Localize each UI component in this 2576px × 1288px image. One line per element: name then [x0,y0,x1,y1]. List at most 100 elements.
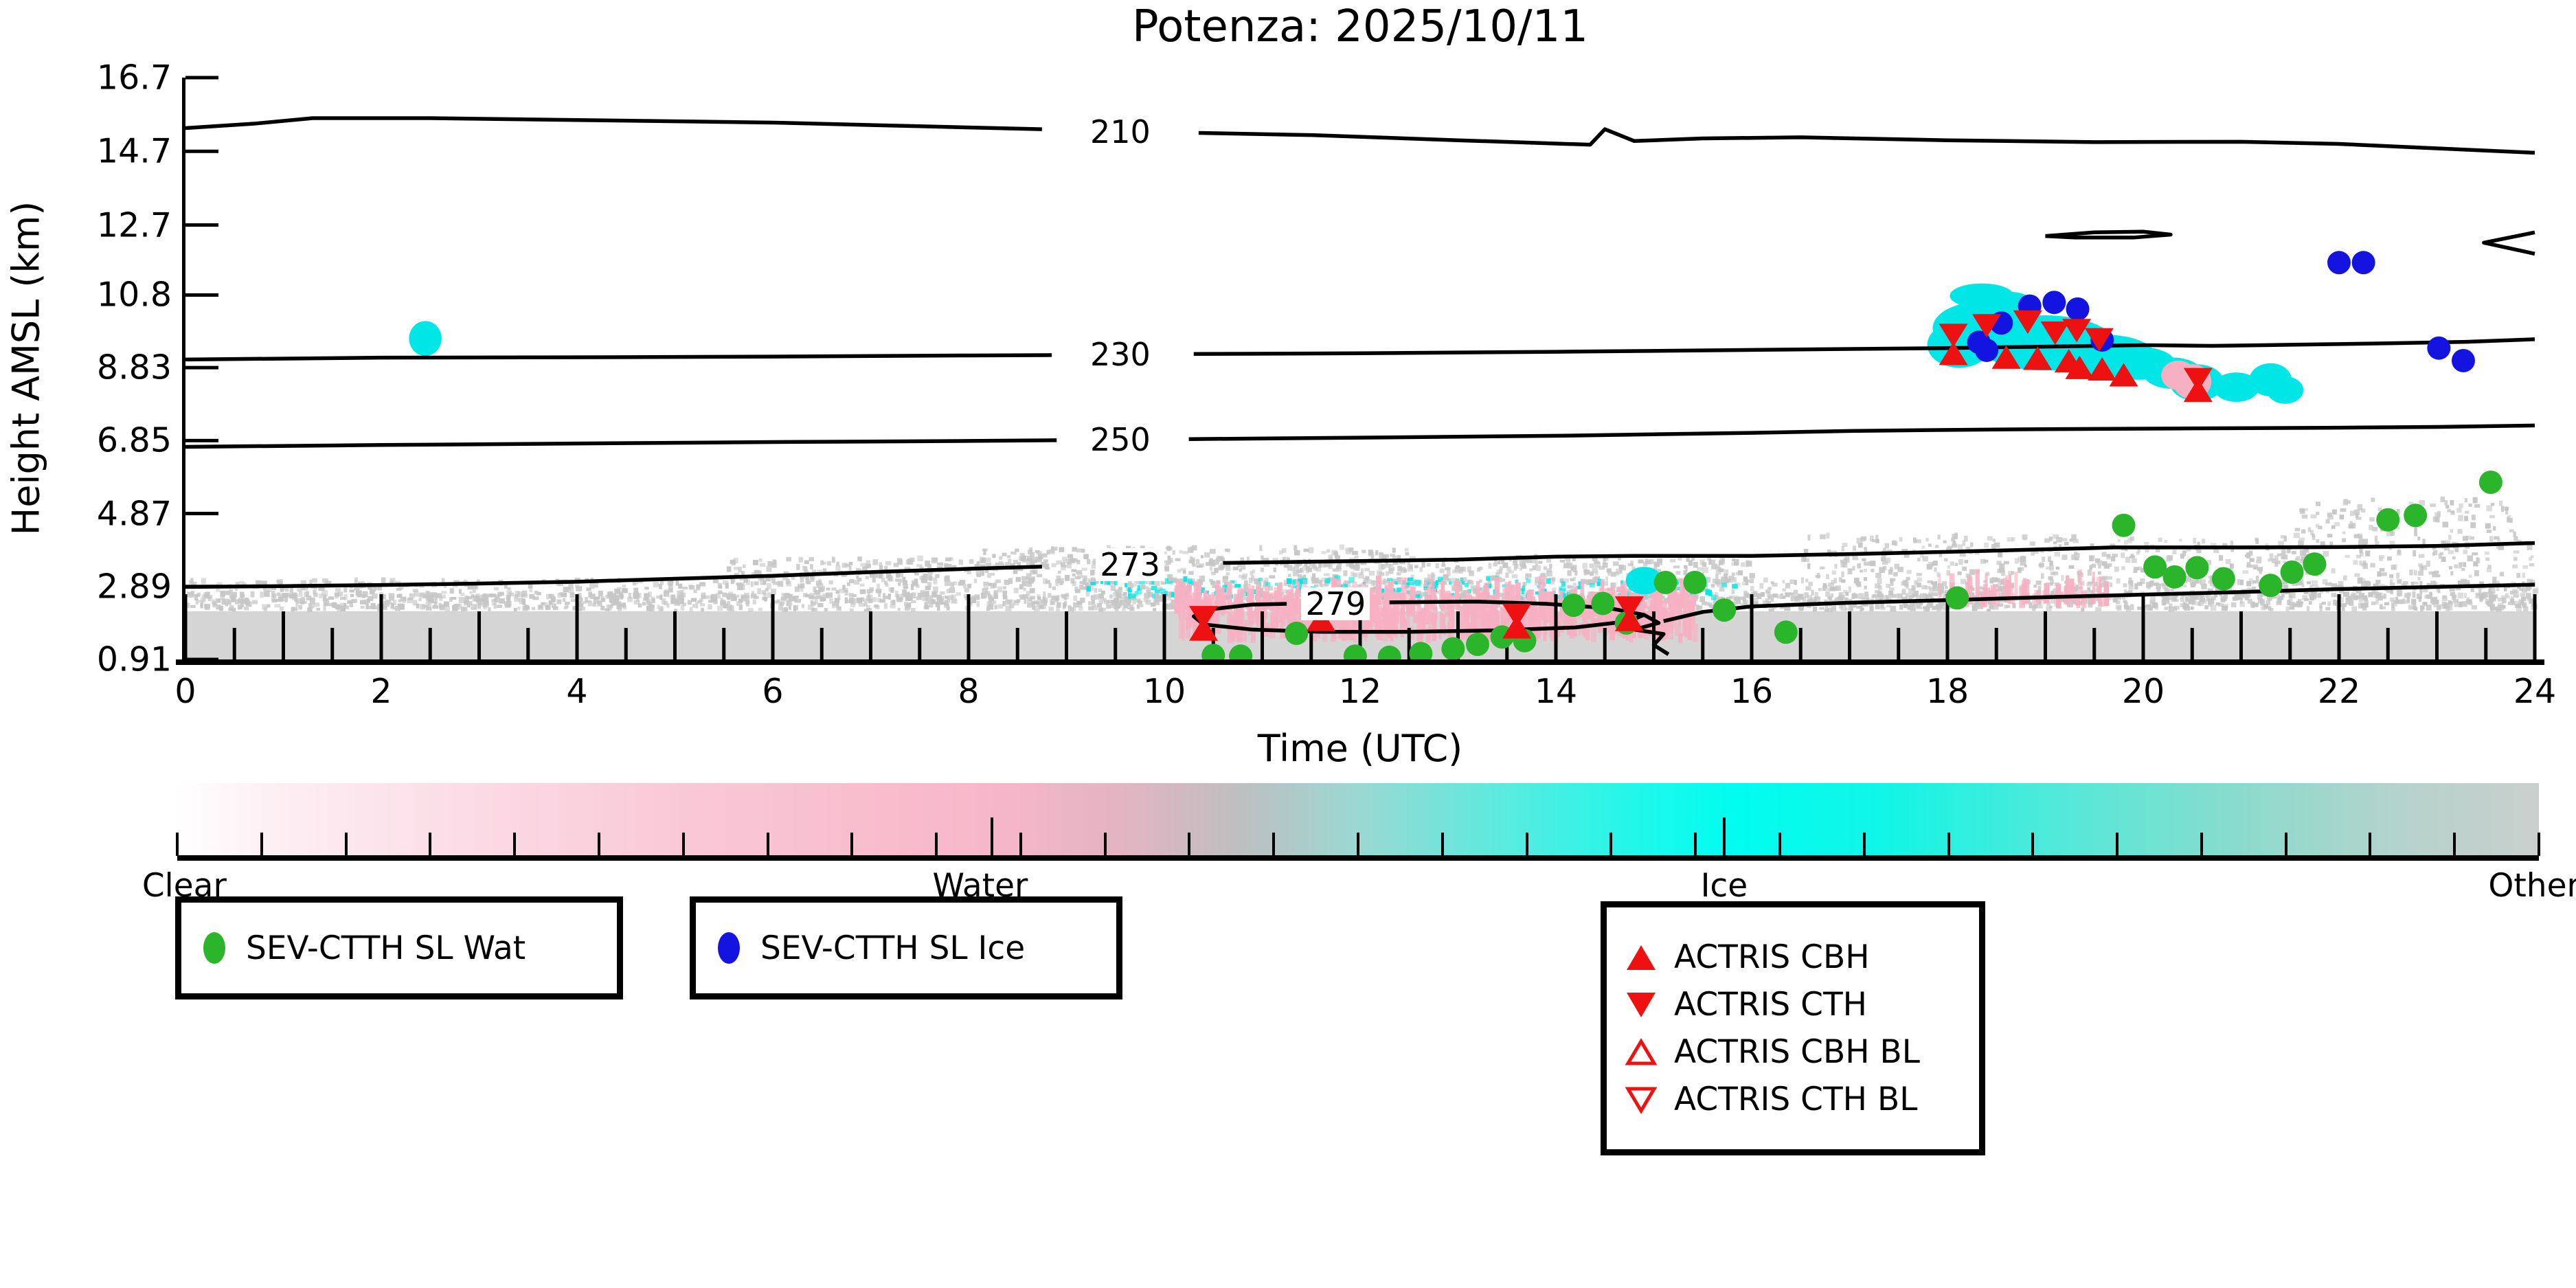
contour-fragment [2482,230,2535,256]
x-tick-label: 4 [566,672,588,711]
y-tick [185,657,218,662]
x-tick [2141,594,2145,659]
contour-230 [1193,337,2535,357]
colorbar-axis-line [177,855,2539,861]
legend-label: ACTRIS CBH [1674,938,1870,976]
contour-210 [185,116,1042,131]
pixel-blob-cyan [409,321,442,357]
legend-label: ACTRIS CTH BL [1674,1081,1918,1118]
colorbar-minor-tick [1440,833,1444,856]
colorbar-minor-tick [1609,833,1613,856]
colorbar-major-tick [991,817,994,856]
contour-230 [185,353,1052,362]
x-tick [2386,628,2390,659]
colorbar-minor-tick [2200,833,2203,856]
phase-colorbar [176,783,2540,861]
contour-label-279: 279 [1301,587,1370,620]
contour-279 [1632,613,1670,656]
x-tick-label: 16 [1730,672,1774,711]
pixel-blob-cyan [1625,567,1662,595]
x-axis-label: Time (UTC) [1257,727,1463,770]
x-tick [1358,594,1362,659]
colorbar-minor-tick [1357,833,1359,856]
x-tick [2092,628,2097,659]
x-tick-label: 18 [1925,672,1969,711]
left-spine [182,78,185,664]
x-tick-label: 14 [1534,672,1578,711]
x-tick-label: 24 [2513,672,2557,711]
colorbar-minor-tick [935,833,938,856]
legend-actris: ACTRIS CBH ACTRIS CTH ACTRIS CBH BL ACTR… [1601,901,1985,1155]
y-tick-label: 14.7 [96,131,172,171]
x-tick [1798,628,1803,659]
x-tick [575,594,579,659]
y-tick-label: 4.87 [96,494,172,534]
legend-item: SEV-CTTH SL Wat [199,929,599,967]
colorbar-minor-tick [1103,833,1107,856]
contour-label-230: 230 [1085,338,1155,372]
colorbar-minor-tick [1947,833,1950,856]
x-tick [1652,611,1656,659]
colorbar-minor-tick [766,833,769,856]
series-sev-ctth-sl-ice [1967,251,2475,372]
x-tick [967,594,971,659]
x-tick [526,628,530,659]
x-tick [722,628,726,659]
pixel-blob-cyan [2267,376,2304,404]
legend-label: SEV-CTTH SL Ice [760,929,1026,967]
x-tick [1701,628,1705,659]
series-actris-cbh [1189,341,2213,641]
x-tick [282,611,285,659]
colorbar-minor-tick [2453,833,2456,856]
x-tick [1162,594,1166,659]
contour-label-210: 210 [1085,115,1155,149]
y-tick-label: 12.7 [96,205,172,245]
x-tick [2484,628,2488,659]
water-circle-icon [203,932,225,964]
colorbar-minor-tick [344,833,348,856]
legend-item: ACTRIS CBH BL [1625,1033,1961,1071]
x-tick [624,628,628,659]
x-tick [673,611,677,659]
x-tick [1603,628,1607,659]
x-tick [869,611,872,659]
x-tick [2239,611,2243,659]
x-tick [1407,628,1411,659]
x-tick [1945,594,1950,659]
x-tick-label: 2 [370,672,392,711]
x-tick [379,594,383,659]
y-tick [185,223,218,227]
ice-circle-icon [718,932,740,964]
contour-label-273: 273 [1096,548,1165,581]
legend-item: ACTRIS CTH [1625,986,1961,1024]
colorbar-minor-tick [2538,833,2540,856]
colorbar-minor-tick [1778,833,1781,856]
x-tick [1261,611,1264,659]
colorbar-minor-tick [1188,833,1191,856]
colorbar-minor-tick [1019,833,1022,856]
contour-label-250: 250 [1085,423,1155,456]
legend-sev-ctth-wat: SEV-CTTH SL Wat [175,896,623,999]
x-tick [2044,611,2047,659]
x-tick [1211,628,1215,659]
y-tick [185,365,218,370]
contour-250 [1188,423,2535,441]
x-tick [1848,611,1851,659]
x-tick-label: 12 [1338,672,1382,711]
x-tick [918,628,922,659]
colorbar-major-tick [1722,817,1726,856]
colorbar-minor-tick [1862,833,1866,856]
y-tick [185,512,218,516]
colorbar-minor-tick [429,833,432,856]
x-tick [2190,628,2194,659]
colorbar-minor-tick [597,833,600,856]
x-tick [820,628,824,659]
y-tick [185,149,218,153]
legend-sev-ctth-ice: SEV-CTTH SL Ice [690,896,1122,999]
y-tick-label: 6.85 [96,420,172,460]
contour-273 [185,565,1042,589]
x-tick [1897,628,1901,659]
contour-250 [185,438,1057,449]
bottom-spine [176,659,2544,665]
